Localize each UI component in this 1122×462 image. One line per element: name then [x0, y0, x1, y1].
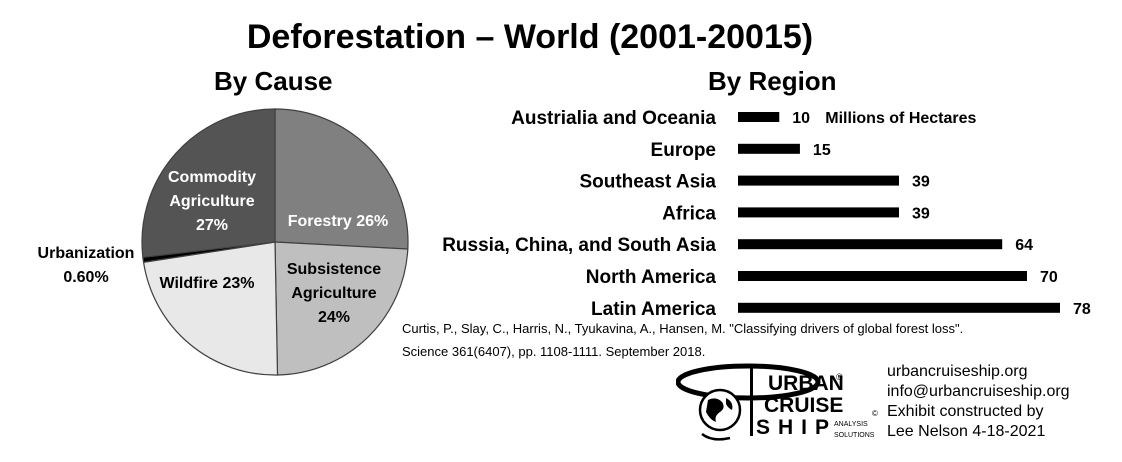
category-label-europe: Europe	[651, 140, 716, 161]
bar-latin-america	[738, 302, 1060, 313]
citation-line-2: Science 361(6407), pp. 1108-1111. Septem…	[402, 344, 706, 359]
logo-word-3: SHIP	[756, 416, 837, 439]
pie-slice-subsistence-agriculture	[274, 241, 409, 376]
logo-word-2: CRUISE	[764, 394, 843, 417]
pie-label-commodity-agriculture: Commodity Agriculture 27%	[168, 169, 256, 234]
value-label-north-america: 70	[1040, 269, 1058, 286]
urban-cruise-ship-logo: URBAN ® CRUISE SHIP © ANALYSIS SOLUTIONS	[676, 363, 878, 441]
bar-austrialia-and-oceania	[738, 112, 780, 122]
pie-label-wildfire: Wildfire 23%	[160, 275, 255, 292]
bar-russia-china-and-south-asia	[738, 239, 1003, 250]
category-label-latin-america: Latin America	[591, 299, 716, 320]
value-label-southeast-asia: 39	[912, 174, 930, 191]
pie-label-forestry: Forestry 26%	[288, 213, 389, 230]
category-label-southeast-asia: Southeast Asia	[579, 172, 716, 193]
logo-tag-1: ANALYSIS	[834, 421, 868, 428]
pie-slice-commodity-agriculture	[141, 108, 276, 258]
svg-text:©: ©	[872, 409, 878, 418]
contact-email: info@urbancruiseship.org	[887, 383, 1070, 400]
unit-label: Millions of Hectares	[825, 110, 976, 127]
value-label-africa: 39	[912, 205, 930, 222]
bar-africa	[738, 207, 899, 218]
pie-slice-forestry	[274, 108, 409, 250]
category-label-africa: Africa	[662, 203, 716, 224]
value-label-latin-america: 78	[1073, 301, 1091, 318]
category-label-austrialia-and-oceania: Austrialia and Oceania	[511, 108, 716, 129]
globe-land-icon	[706, 398, 724, 422]
pie-slice-wildfire	[142, 241, 279, 376]
category-label-russia-china-and-south-asia: Russia, China, and South Asia	[442, 235, 716, 256]
pie-label-urbanization: Urbanization 0.60%	[38, 245, 135, 286]
citation-line-1: Curtis, P., Slay, C., Harris, N., Tyukav…	[402, 321, 964, 336]
category-label-north-america: North America	[586, 267, 717, 288]
credit-line-1: Exhibit constructed by	[887, 403, 1044, 420]
svg-text:®: ®	[836, 372, 843, 382]
pie-label-subsistence-agriculture: Subsistence Agriculture 24%	[287, 261, 381, 326]
value-label-russia-china-and-south-asia: 64	[1015, 237, 1033, 254]
logo-swoosh	[676, 363, 821, 401]
logo-word-1: URBAN	[768, 372, 844, 395]
bar-chart-title: By Region	[708, 66, 837, 96]
value-label-europe: 15	[813, 142, 831, 159]
value-label-austrialia-and-oceania: 10	[792, 110, 810, 127]
logo-tag-2: SOLUTIONS	[834, 432, 875, 439]
credit-line-2: Lee Nelson 4-18-2021	[887, 423, 1046, 440]
contact-website: urbancruiseship.org	[887, 363, 1028, 380]
bar-europe	[738, 143, 800, 154]
pie-chart-title: By Cause	[214, 66, 333, 96]
bar-southeast-asia	[738, 175, 899, 186]
bar-north-america	[738, 271, 1027, 281]
chart-title: Deforestation – World (2001-20015)	[246, 18, 814, 56]
